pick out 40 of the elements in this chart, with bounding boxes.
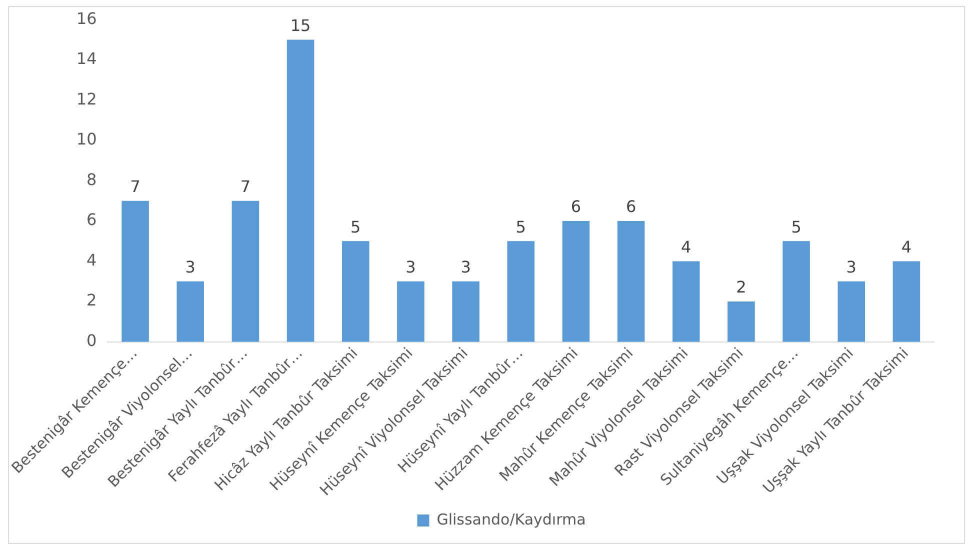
data-label: 5 [791,217,802,236]
y-tick-label: 6 [86,210,97,230]
y-tick-label: 10 [76,130,97,149]
bar [782,241,810,342]
data-label: 3 [406,258,416,277]
data-label: 3 [185,258,196,277]
data-label: 3 [846,258,856,277]
data-label: 2 [736,278,746,297]
bar [672,261,700,342]
data-label: 6 [626,197,636,216]
data-label: 3 [460,258,471,277]
bar [562,220,590,342]
bar [342,241,370,342]
y-tick-label: 14 [76,49,97,68]
bar [728,302,755,342]
bar [122,200,149,342]
y-tick-label: 16 [76,8,97,28]
bar [232,200,260,342]
y-tick-label: 12 [76,89,97,108]
bar [286,40,314,342]
bar [838,281,866,342]
bar [617,220,645,342]
bar [892,261,920,342]
y-tick-label: 2 [86,290,97,310]
bar [176,281,204,342]
legend-label: Glissando/Kaydırma [436,510,586,528]
y-tick-label: 0 [86,330,97,350]
data-label: 4 [901,237,912,256]
data-label: 5 [516,217,526,236]
data-label: 5 [350,217,361,236]
data-label: 6 [570,197,582,216]
data-label: 7 [130,177,140,196]
y-tick-label: 4 [86,250,97,270]
bar [507,241,535,342]
y-tick-label: 8 [86,170,97,189]
bar [397,281,424,342]
data-label: 15 [290,16,311,35]
data-label: 4 [681,237,692,256]
bar [452,281,480,342]
data-label: 7 [240,177,251,196]
